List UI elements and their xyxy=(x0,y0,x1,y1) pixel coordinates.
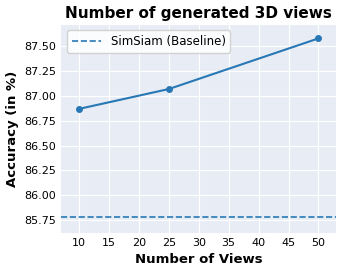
Title: Number of generated 3D views: Number of generated 3D views xyxy=(65,5,332,21)
SimSiam (Baseline) xyxy=(17,215,21,219)
SimSiam (Baseline) xyxy=(23,215,27,219)
X-axis label: Number of Views: Number of Views xyxy=(135,254,263,267)
Legend: SimSiam (Baseline): SimSiam (Baseline) xyxy=(67,30,230,53)
Y-axis label: Accuracy (in %): Accuracy (in %) xyxy=(5,71,18,187)
